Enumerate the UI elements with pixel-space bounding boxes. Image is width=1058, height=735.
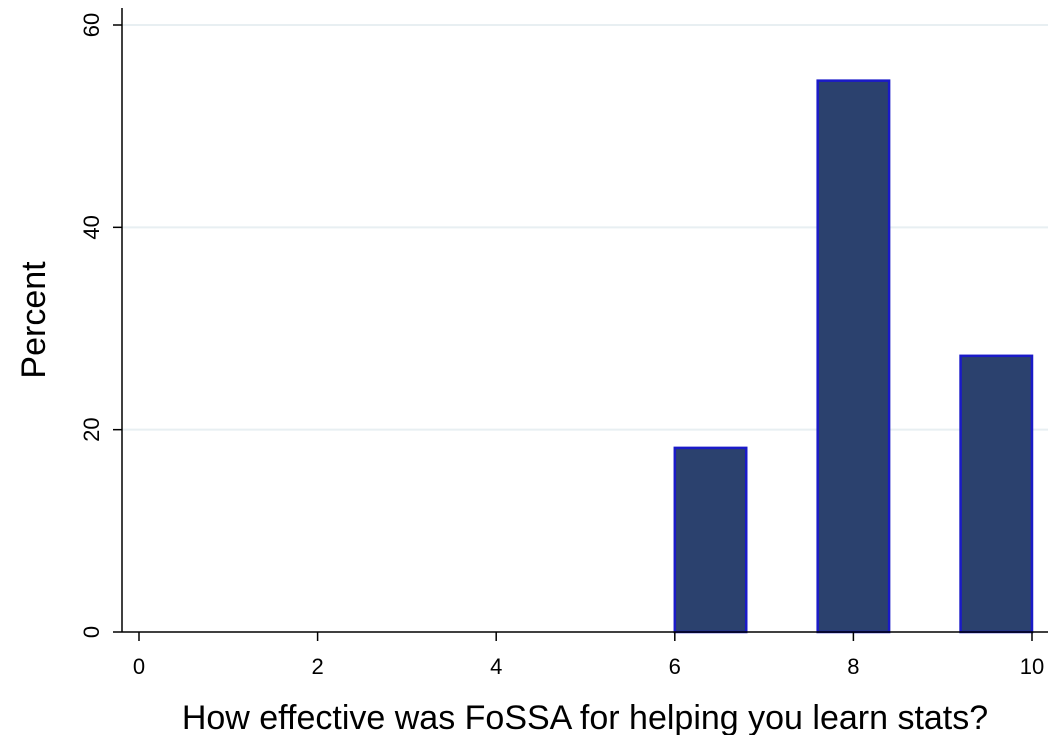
y-axis-title: Percent	[15, 261, 53, 379]
y-tick-label-20: 20	[79, 417, 104, 441]
tick-labels: 0 20 40 60 0 2 4 6 8 10	[79, 13, 1044, 679]
y-tick-label-60: 60	[79, 13, 104, 37]
y-tick-label-40: 40	[79, 215, 104, 239]
x-tick-label-2: 2	[311, 654, 323, 679]
x-tick-label-4: 4	[490, 654, 502, 679]
y-tick-label-0: 0	[79, 626, 104, 638]
axes	[113, 8, 1048, 641]
x-axis-title: How effective was FoSSA for helping you …	[182, 699, 988, 735]
bar-3	[959, 354, 1034, 634]
gridlines	[122, 24, 1048, 431]
bar-2	[816, 79, 891, 634]
x-tick-label-6: 6	[669, 654, 681, 679]
bar-1	[673, 446, 748, 634]
x-tick-label-10: 10	[1020, 654, 1044, 679]
bars	[673, 79, 1034, 634]
x-tick-label-0: 0	[133, 654, 145, 679]
x-tick-label-8: 8	[847, 654, 859, 679]
